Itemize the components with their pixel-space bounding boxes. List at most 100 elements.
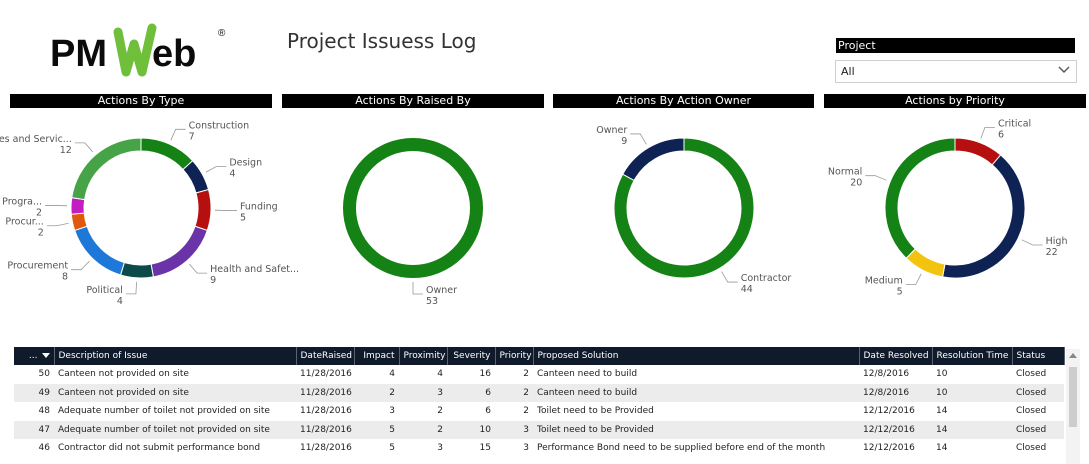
cell-status: Closed	[1012, 383, 1064, 402]
cell-status: Closed	[1012, 420, 1064, 439]
slice-high[interactable]	[942, 154, 1026, 279]
logo-text-pm: PM	[50, 33, 107, 75]
table-row[interactable]: 48 Adequate number of toilet not provided…	[14, 402, 1064, 421]
data-value-contractor: 44	[741, 284, 753, 295]
cell-severity: 6	[447, 383, 495, 402]
column-header-severity[interactable]: Severity	[447, 347, 496, 365]
data-label-political: Political	[86, 285, 123, 296]
data-value-normal: 20	[850, 178, 862, 189]
column-header-proposed-solution[interactable]: Proposed Solution	[533, 347, 860, 365]
slice-utilities-and-servic[interactable]	[71, 137, 142, 201]
table-row[interactable]: 47 Adequate number of toilet not provided…	[14, 420, 1064, 439]
data-label-utilities-and-servic: Utilities and Servic...	[0, 134, 72, 145]
slice-normal[interactable]	[884, 137, 956, 259]
data-label-progra: Progra...	[2, 196, 42, 207]
cell-resolution-time: 10	[932, 383, 1012, 402]
cell-description-of-issue: Canteen not provided on site	[58, 369, 189, 380]
cell-severity: 16	[479, 369, 491, 380]
data-value-high: 22	[1046, 247, 1058, 258]
scrollbar-thumb[interactable]	[1069, 367, 1077, 427]
pmweb-logo: PM eb ®	[48, 22, 238, 80]
cell-priority: 2	[523, 369, 529, 380]
column-header-date-resolved[interactable]: Date Resolved	[859, 347, 933, 365]
logo-text-eb: eb	[152, 33, 196, 75]
cell-impact: 3	[389, 406, 395, 417]
slice-medium[interactable]	[905, 248, 946, 278]
slice-health-and-safet[interactable]	[150, 225, 208, 278]
column-header-status[interactable]: Status	[1012, 347, 1065, 365]
column-header-description-of-issue[interactable]: Description of Issue	[54, 347, 297, 365]
data-label-medium: Medium	[865, 276, 903, 287]
leader-line-owner	[630, 133, 647, 145]
slice-procurement[interactable]	[74, 225, 125, 276]
column-header-proximity[interactable]: Proximity	[399, 347, 448, 365]
cell-date-resolved: 12/12/2016	[859, 420, 932, 439]
data-value-medium: 5	[897, 287, 903, 298]
cell-description-of-issue: Adequate number of toilet not provided o…	[54, 420, 296, 439]
cell-proposed-solution: Canteen need to build	[533, 383, 859, 402]
chart-title-actions-by-action-owner: Actions By Action Owner	[553, 94, 814, 108]
cell-proposed-solution: Canteen need to build	[537, 369, 638, 380]
cell-dateraised: 11/28/2016	[300, 406, 352, 417]
chart-title-actions-by-priority: Actions by Priority	[824, 94, 1086, 108]
scroll-up-icon[interactable]	[1069, 353, 1077, 358]
slice-owner[interactable]	[622, 137, 685, 182]
data-value-political: 4	[117, 296, 123, 307]
cell-index: 48	[38, 406, 50, 417]
data-value-utilities-and-servic: 12	[60, 145, 72, 156]
data-value-procurement: 8	[62, 272, 68, 283]
cell-dateraised: 11/28/2016	[300, 369, 352, 380]
table-row[interactable]: 46 Contractor did not submit performance …	[14, 439, 1064, 458]
slice-funding[interactable]	[194, 188, 212, 232]
cell-priority: 2	[495, 383, 533, 402]
leader-line-contractor	[721, 271, 738, 283]
column-header-index[interactable]: ...	[14, 347, 55, 365]
slice-design[interactable]	[182, 160, 210, 194]
leader-line-owner	[412, 282, 423, 295]
cell-status: Closed	[1016, 406, 1047, 417]
slice-contractor[interactable]	[613, 137, 755, 279]
project-slicer-dropdown[interactable]: All	[835, 60, 1077, 83]
sort-descending-icon[interactable]	[41, 353, 50, 358]
data-label-contractor: Contractor	[741, 273, 792, 284]
cell-index: 46	[38, 443, 50, 454]
cell-date-resolved: 12/8/2016	[863, 369, 910, 380]
slice-political[interactable]	[119, 261, 154, 279]
cell-date-resolved: 12/8/2016	[859, 383, 932, 402]
data-value-health-and-safet: 9	[210, 275, 216, 286]
leader-line-medium	[905, 273, 922, 285]
data-label-high: High	[1046, 236, 1068, 247]
slice-owner[interactable]	[343, 138, 483, 278]
data-label-owner: Owner	[596, 125, 627, 136]
leader-line-political	[125, 281, 138, 295]
column-header-impact[interactable]: Impact	[354, 347, 400, 365]
cell-date-resolved: 12/12/2016	[863, 406, 915, 417]
data-label-design: Design	[229, 157, 262, 168]
data-value-owner: 9	[621, 136, 627, 147]
data-label-funding: Funding	[240, 202, 278, 213]
cell-dateraised: 11/28/2016	[296, 420, 354, 439]
table-scrollbar[interactable]	[1066, 349, 1080, 464]
cell-description-of-issue: Adequate number of toilet not provided o…	[58, 406, 270, 417]
cell-date-resolved: 12/12/2016	[863, 443, 915, 454]
table-row[interactable]: 49 Canteen not provided on site 11/28/2016…	[14, 383, 1064, 402]
data-value-procur: 2	[38, 228, 44, 239]
cell-status: Closed	[1016, 443, 1047, 454]
column-header-priority[interactable]: Priority	[495, 347, 534, 365]
slice-critical[interactable]	[954, 137, 1002, 166]
chevron-down-icon	[1058, 66, 1070, 73]
cell-proposed-solution: Performance Bond need to be supplied bef…	[537, 443, 826, 454]
table-row[interactable]: 50 Canteen not provided on site 11/28/2016…	[14, 365, 1064, 384]
data-label-owner: Owner	[426, 285, 457, 296]
slice-construction[interactable]	[140, 137, 194, 171]
column-header-dateraised[interactable]: DateRaised	[296, 347, 355, 365]
leader-line-procur	[46, 222, 69, 227]
page-title: Project Issuess Log	[287, 29, 477, 53]
cell-proximity: 2	[399, 420, 447, 439]
column-header-resolution-time[interactable]: Resolution Time	[932, 347, 1013, 365]
slice-progra[interactable]	[70, 197, 86, 215]
data-value-progra: 2	[36, 207, 42, 218]
